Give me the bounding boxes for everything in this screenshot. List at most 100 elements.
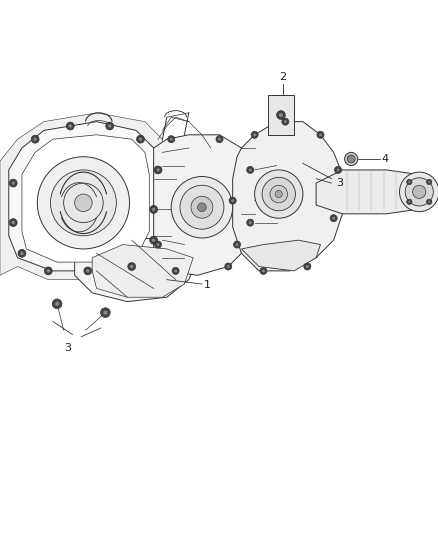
Circle shape <box>336 168 339 172</box>
Circle shape <box>275 191 282 198</box>
Circle shape <box>180 185 223 229</box>
Circle shape <box>152 238 155 242</box>
Circle shape <box>233 241 240 248</box>
Circle shape <box>11 181 15 185</box>
Circle shape <box>229 197 236 204</box>
Circle shape <box>167 136 174 143</box>
Circle shape <box>318 133 321 136</box>
Circle shape <box>399 172 438 212</box>
Circle shape <box>217 138 221 141</box>
Circle shape <box>254 170 302 218</box>
Text: 3: 3 <box>64 343 71 353</box>
Circle shape <box>334 166 341 173</box>
Circle shape <box>331 216 335 220</box>
Circle shape <box>74 194 92 212</box>
Circle shape <box>156 243 159 246</box>
Circle shape <box>37 157 129 249</box>
Circle shape <box>283 120 286 123</box>
Circle shape <box>269 185 287 203</box>
Circle shape <box>407 200 410 203</box>
Circle shape <box>329 215 336 222</box>
Circle shape <box>426 199 431 205</box>
Circle shape <box>155 168 159 172</box>
Circle shape <box>11 221 15 224</box>
Circle shape <box>54 301 60 306</box>
Circle shape <box>427 200 430 203</box>
Circle shape <box>407 181 410 183</box>
Circle shape <box>305 265 308 268</box>
Circle shape <box>9 219 17 227</box>
Circle shape <box>406 179 411 184</box>
Circle shape <box>31 135 39 143</box>
Circle shape <box>224 263 231 270</box>
Circle shape <box>191 196 212 218</box>
Circle shape <box>138 137 142 141</box>
Circle shape <box>152 207 155 212</box>
Polygon shape <box>92 245 193 297</box>
Circle shape <box>149 206 157 213</box>
Text: 1: 1 <box>204 280 211 290</box>
Circle shape <box>412 185 425 198</box>
Circle shape <box>215 136 223 143</box>
Polygon shape <box>74 236 201 302</box>
Circle shape <box>235 243 238 246</box>
Circle shape <box>248 221 251 224</box>
Circle shape <box>248 168 251 172</box>
Circle shape <box>84 267 92 275</box>
Circle shape <box>149 236 157 244</box>
Polygon shape <box>315 170 416 214</box>
Circle shape <box>276 111 285 119</box>
Circle shape <box>346 155 354 163</box>
Circle shape <box>252 133 256 136</box>
Polygon shape <box>153 135 254 275</box>
Circle shape <box>33 137 37 141</box>
Circle shape <box>246 166 253 173</box>
Circle shape <box>226 265 230 268</box>
Circle shape <box>68 124 72 128</box>
Circle shape <box>251 131 258 138</box>
Circle shape <box>86 269 90 273</box>
Circle shape <box>404 178 432 206</box>
Polygon shape <box>0 113 171 280</box>
Circle shape <box>9 179 17 187</box>
Circle shape <box>261 177 295 211</box>
Polygon shape <box>9 122 162 271</box>
Circle shape <box>136 135 144 143</box>
Circle shape <box>427 181 430 183</box>
Circle shape <box>316 131 323 138</box>
Circle shape <box>172 268 179 274</box>
Circle shape <box>406 199 411 205</box>
Circle shape <box>281 118 288 125</box>
Circle shape <box>173 269 177 273</box>
Circle shape <box>169 138 173 141</box>
Circle shape <box>108 124 111 128</box>
Circle shape <box>171 176 232 238</box>
Polygon shape <box>232 122 342 271</box>
Circle shape <box>102 310 108 315</box>
Circle shape <box>130 264 134 269</box>
Circle shape <box>46 269 50 273</box>
Circle shape <box>246 219 253 226</box>
Circle shape <box>230 199 234 203</box>
Circle shape <box>154 241 161 248</box>
Circle shape <box>278 113 283 117</box>
Circle shape <box>426 179 431 184</box>
Circle shape <box>344 152 357 166</box>
Circle shape <box>127 263 135 270</box>
Circle shape <box>197 203 206 212</box>
Polygon shape <box>241 240 320 271</box>
Circle shape <box>50 170 116 236</box>
Text: 4: 4 <box>381 154 388 164</box>
Polygon shape <box>267 95 293 135</box>
Circle shape <box>259 268 266 274</box>
Circle shape <box>52 299 62 309</box>
Circle shape <box>106 122 113 130</box>
Circle shape <box>100 308 110 318</box>
Circle shape <box>18 249 26 257</box>
Circle shape <box>154 166 162 174</box>
Circle shape <box>303 263 310 270</box>
Circle shape <box>20 252 24 255</box>
Circle shape <box>44 267 52 275</box>
Polygon shape <box>22 135 149 262</box>
Circle shape <box>66 122 74 130</box>
